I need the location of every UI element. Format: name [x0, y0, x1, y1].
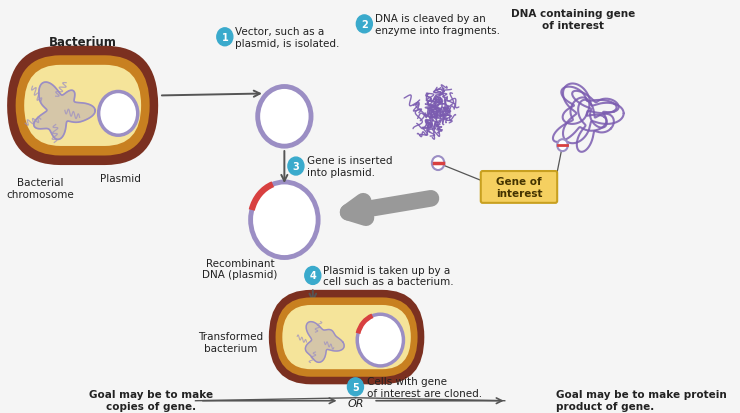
- Text: 2: 2: [361, 20, 368, 30]
- Text: Bacterial
chromosome: Bacterial chromosome: [6, 178, 74, 199]
- Text: Transformed
bacterium: Transformed bacterium: [198, 332, 263, 353]
- Circle shape: [432, 157, 444, 171]
- Circle shape: [357, 16, 372, 34]
- Text: Gene of
interest: Gene of interest: [496, 177, 542, 198]
- Text: 4: 4: [309, 271, 316, 281]
- Text: Recombinant
DNA (plasmid): Recombinant DNA (plasmid): [202, 258, 278, 280]
- Circle shape: [217, 29, 233, 47]
- Circle shape: [98, 92, 138, 136]
- FancyBboxPatch shape: [269, 290, 424, 385]
- FancyBboxPatch shape: [7, 47, 158, 166]
- Circle shape: [348, 378, 363, 396]
- Circle shape: [305, 267, 321, 285]
- Polygon shape: [306, 322, 344, 363]
- FancyBboxPatch shape: [283, 305, 411, 369]
- Polygon shape: [34, 83, 95, 140]
- Text: Goal may be to make
copies of gene.: Goal may be to make copies of gene.: [89, 389, 213, 411]
- Circle shape: [557, 140, 568, 152]
- Text: DNA is cleaved by an
enzyme into fragments.: DNA is cleaved by an enzyme into fragmen…: [375, 14, 500, 36]
- FancyArrowPatch shape: [348, 199, 431, 218]
- FancyBboxPatch shape: [24, 66, 141, 147]
- Text: Plasmid: Plasmid: [100, 173, 141, 183]
- Text: Cells with gene
of interest are cloned.: Cells with gene of interest are cloned.: [367, 376, 482, 398]
- Text: 1: 1: [221, 33, 228, 43]
- Text: Bacterium: Bacterium: [49, 36, 117, 49]
- Text: Goal may be to make protein
product of gene.: Goal may be to make protein product of g…: [556, 389, 727, 411]
- Text: Vector, such as a
plasmid, is isolated.: Vector, such as a plasmid, is isolated.: [235, 27, 340, 48]
- Text: OR: OR: [347, 398, 363, 408]
- FancyBboxPatch shape: [481, 172, 557, 203]
- Circle shape: [357, 314, 403, 366]
- FancyBboxPatch shape: [16, 56, 149, 156]
- FancyBboxPatch shape: [275, 298, 417, 377]
- Text: 3: 3: [292, 161, 299, 172]
- Text: 5: 5: [352, 382, 359, 392]
- Text: Gene is inserted
into plasmid.: Gene is inserted into plasmid.: [308, 156, 393, 178]
- Circle shape: [251, 183, 318, 258]
- Text: DNA containing gene
of interest: DNA containing gene of interest: [511, 9, 636, 31]
- Text: Plasmid is taken up by a
cell such as a bacterium.: Plasmid is taken up by a cell such as a …: [323, 265, 454, 287]
- Circle shape: [258, 87, 311, 147]
- Circle shape: [288, 158, 304, 176]
